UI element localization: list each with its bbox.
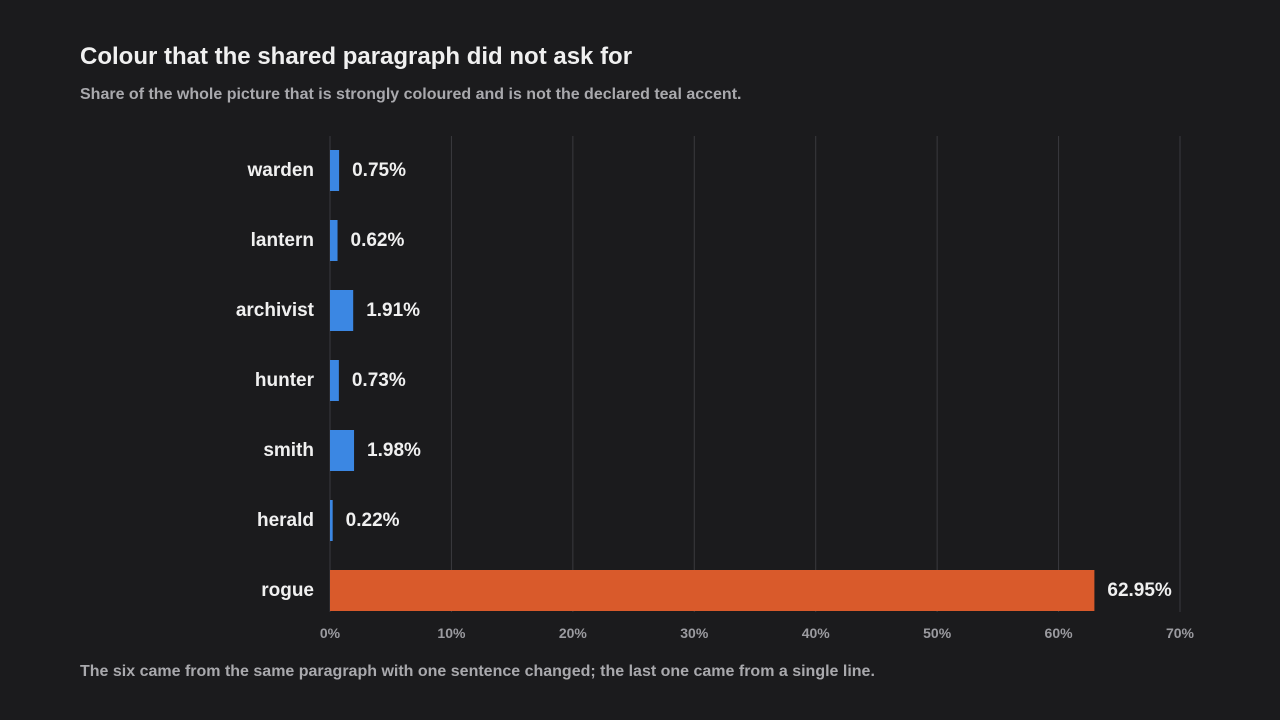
chart-footnote: The six came from the same paragraph wit… xyxy=(80,663,875,680)
category-label-hunter: hunter xyxy=(255,370,315,391)
value-label-herald: 0.22% xyxy=(346,510,400,531)
bar-archivist xyxy=(330,290,354,331)
category-label-smith: smith xyxy=(263,440,314,461)
category-label-lantern: lantern xyxy=(251,230,314,251)
bar-smith xyxy=(330,430,355,471)
x-tick-label: 20% xyxy=(559,625,588,641)
labels: warden 0.75% lantern 0.62% archivist 1.91% hun… xyxy=(236,160,1172,601)
x-axis-ticks: 0% 10% 20% 30% 40% 50% 60% 70% xyxy=(320,625,1195,641)
chart-title: Colour that the shared paragraph did not… xyxy=(80,43,633,70)
category-label-rogue: rogue xyxy=(261,580,314,601)
bar-hunter xyxy=(330,360,339,401)
x-tick-label: 10% xyxy=(437,625,466,641)
grid-lines xyxy=(329,136,1181,612)
value-label-lantern: 0.62% xyxy=(351,230,405,251)
value-label-hunter: 0.73% xyxy=(352,370,406,391)
x-tick-label: 60% xyxy=(1045,625,1074,641)
x-tick-label: 50% xyxy=(923,625,952,641)
bars xyxy=(330,150,1095,611)
value-label-smith: 1.98% xyxy=(367,440,421,461)
x-tick-label: 40% xyxy=(802,625,831,641)
value-label-archivist: 1.91% xyxy=(366,300,420,321)
bar-warden xyxy=(330,150,340,191)
x-tick-label: 30% xyxy=(680,625,709,641)
value-label-warden: 0.75% xyxy=(352,160,406,181)
category-label-warden: warden xyxy=(246,160,314,181)
bar-herald xyxy=(330,500,333,541)
x-tick-label: 0% xyxy=(320,625,341,641)
bar-rogue xyxy=(330,570,1095,611)
value-label-rogue: 62.95% xyxy=(1107,580,1172,601)
chart-subtitle: Share of the whole picture that is stron… xyxy=(80,86,742,103)
bar-lantern xyxy=(330,220,338,261)
category-label-archivist: archivist xyxy=(236,300,315,321)
x-tick-label: 70% xyxy=(1166,625,1195,641)
category-label-herald: herald xyxy=(257,510,314,531)
